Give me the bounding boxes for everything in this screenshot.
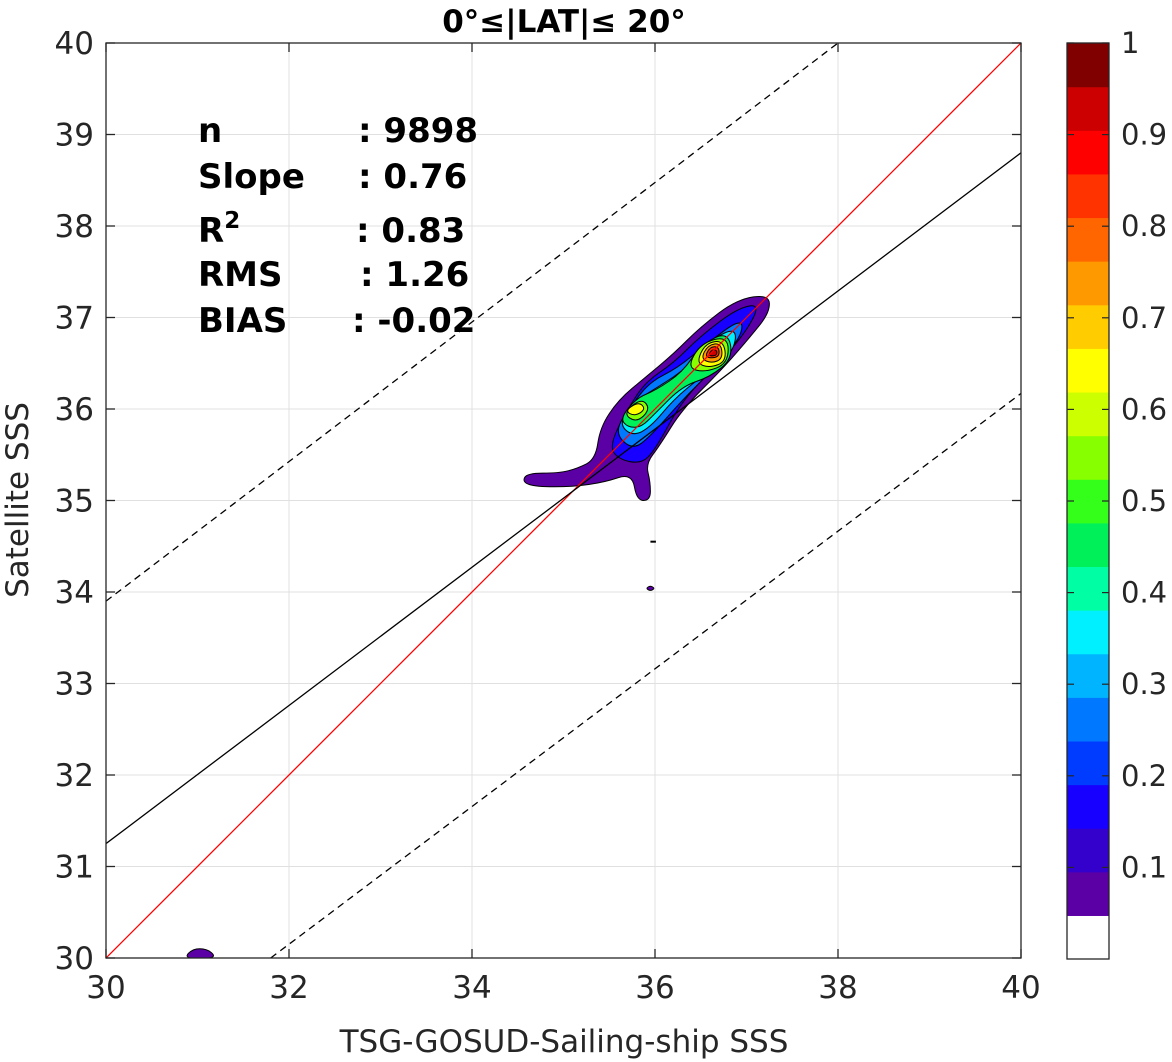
colorbar-segment: [1067, 653, 1109, 698]
y-tick-label: 37: [55, 301, 94, 337]
y-tick-label: 32: [55, 758, 94, 794]
colorbar-segment: [1067, 217, 1109, 262]
colorbar-tick-label: 1: [1121, 26, 1139, 60]
density-region: [627, 403, 645, 416]
y-tick-label: 30: [55, 941, 94, 977]
colorbar-segment: [1067, 566, 1109, 611]
colorbar-segment: [1067, 697, 1109, 742]
stat-key: RMS: [198, 255, 283, 295]
plot-title: 0°≤|LAT|≤ 20°: [442, 4, 686, 40]
colorbar-tick-label: 0.6: [1121, 392, 1167, 426]
colorbar-segment: [1067, 304, 1109, 349]
stat-key: BIAS: [198, 301, 287, 341]
reference-lines: [106, 43, 1021, 958]
colorbar-segment: [1067, 391, 1109, 437]
colorbar-segment: [1067, 173, 1109, 219]
y-tick-label: 38: [55, 209, 94, 245]
colorbar-segment: [1067, 871, 1109, 916]
x-tick-label: 36: [635, 970, 674, 1006]
colorbar-segment: [1067, 522, 1109, 568]
colorbar-tick-label: 0.7: [1121, 301, 1167, 335]
stat-value: : -0.02: [352, 301, 475, 341]
colorbar: 1 0.9 0.8 0.7 0.6 0.5 0.4 0.3 0.2 0.1: [1066, 26, 1167, 960]
colorbar-segment: [1067, 435, 1109, 480]
y-tick-label: 34: [55, 575, 94, 611]
stat-value: : 1.26: [360, 255, 469, 295]
colorbar-segment: [1067, 348, 1109, 393]
y-tick-label: 40: [55, 26, 94, 62]
colorbar-tick-label: 0.3: [1121, 667, 1167, 701]
regression-line: [106, 152, 1021, 845]
colorbar-segment: [1067, 43, 1109, 88]
stat-value: : 0.76: [358, 157, 467, 197]
x-tick-label: 30: [86, 970, 125, 1006]
y-tick-label: 36: [55, 392, 94, 428]
colorbar-segment: [1067, 86, 1109, 131]
stat-value: : 0.83: [356, 211, 465, 251]
colorbar-segment: [1067, 261, 1109, 306]
x-tick-label: 32: [269, 970, 308, 1006]
colorbar-segment: [1067, 784, 1109, 829]
y-axis-title: Satellite SSS: [0, 402, 36, 598]
x-axis-title: TSG-GOSUD-Sailing-ship SSS: [339, 1024, 789, 1060]
y-tick-label: 33: [55, 667, 94, 703]
colorbar-segment: [1067, 130, 1109, 175]
colorbar-tick-label: 0.9: [1121, 118, 1167, 152]
y-tick-label: 35: [55, 484, 94, 520]
stat-key: Slope: [198, 157, 305, 197]
stat-value: : 9898: [358, 111, 478, 151]
one-to-one-line: [106, 43, 1021, 958]
plot-area: 30 32 34 36 38 40 30 31 32 33 34 35 36 37 38 39 40: [55, 26, 1041, 1006]
lower-bound-line: [270, 392, 1021, 958]
colorbar-tick-label: 0.2: [1121, 759, 1167, 793]
colorbar-tick-label: 0.4: [1121, 576, 1167, 610]
colorbar-segment: [1067, 828, 1109, 873]
colorbar-tick-label: 0.5: [1121, 484, 1167, 518]
colorbar-segment: [1067, 610, 1109, 655]
colorbar-tick-label: 0.8: [1121, 209, 1167, 243]
density-region: [646, 585, 655, 591]
y-tick-label: 39: [55, 118, 94, 154]
x-tick-label: 38: [818, 970, 857, 1006]
colorbar-tick-label: 0.1: [1121, 850, 1167, 884]
x-tick-label: 34: [452, 970, 491, 1006]
upper-bound-line: [106, 43, 839, 602]
colorbar-segment: [1067, 740, 1109, 786]
x-tick-label: 40: [1001, 970, 1040, 1006]
colorbar-segment: [1067, 915, 1109, 960]
y-tick-label: 31: [55, 850, 94, 886]
stat-key: n: [198, 111, 222, 151]
